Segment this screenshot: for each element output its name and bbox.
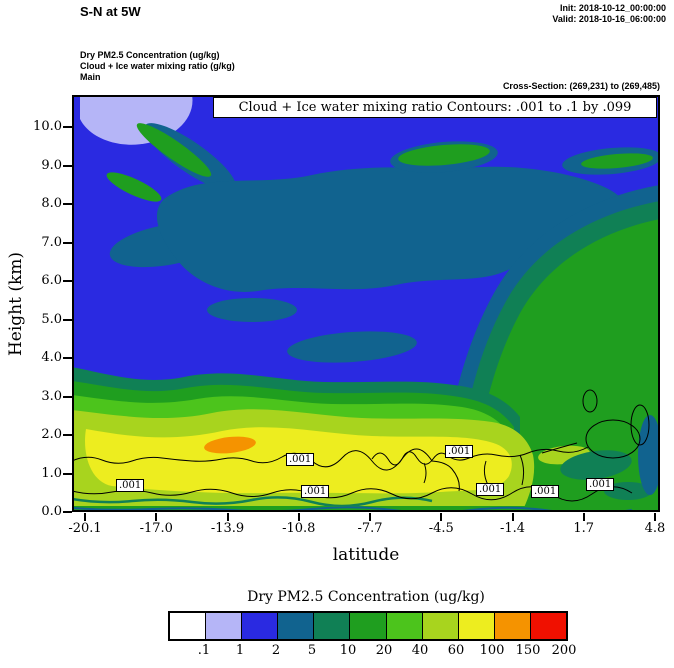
y-axis-title: Height (km) — [6, 251, 26, 357]
y-tick-label: 3.0 — [41, 388, 62, 404]
fill-region-green-surface-strip — [72, 506, 660, 512]
x-tick-mark — [84, 513, 86, 521]
x-tick-label: -7.7 — [357, 521, 383, 536]
x-tick-mark — [511, 513, 514, 521]
contour-loop-right-tall — [630, 404, 650, 446]
pm25-fill-regions — [72, 95, 660, 512]
x-tick-mark — [582, 513, 585, 521]
fill-region-teal-column-rightedge — [638, 415, 660, 495]
y-tick-label: 4.0 — [41, 350, 62, 365]
y-tick-label: 8.0 — [41, 196, 62, 211]
colorbar-swatch — [457, 613, 494, 639]
colorbar-level-label: 5 — [307, 643, 317, 658]
x-tick-mark — [155, 513, 158, 521]
valid-time: Valid: 2018-10-16_06:00:00 — [552, 14, 666, 24]
x-tick-mark — [440, 513, 443, 521]
x-tick-label: -13.9 — [210, 521, 245, 536]
contour-loop-right-large — [585, 419, 641, 459]
y-tick-label: 5.0 — [41, 311, 62, 327]
contour-squiggles — [423, 454, 525, 486]
colorbar-swatch — [493, 613, 530, 639]
y-tick-mark — [63, 280, 72, 282]
page-title: S-N at 5W — [80, 4, 141, 19]
fill-region-teal-blob-central — [156, 166, 625, 292]
legend-line-fill: Dry PM2.5 Concentration (ug/kg) — [80, 50, 220, 60]
colorbar-level-label: 10 — [339, 643, 357, 658]
y-tick-mark — [63, 395, 72, 398]
fill-region-orange-maximum — [204, 436, 256, 454]
colorbar-swatch — [241, 613, 278, 639]
fill-region-green-streak-topleft — [136, 123, 212, 177]
y-tick-mark — [63, 126, 72, 128]
x-tick-label: 4.8 — [644, 521, 666, 536]
colorbar — [168, 611, 568, 641]
colorbar-swatch — [205, 613, 242, 639]
fill-region-green-patch-topmid — [398, 144, 490, 166]
fill-region-teal-streak-surface — [72, 496, 433, 508]
fill-region-teal-blob-mid — [287, 331, 417, 363]
x-tick-label: -10.8 — [282, 521, 316, 536]
y-tick-label: 9.0 — [41, 157, 62, 173]
cross-section-plot: .001.001.001.001.001.001.001 Cloud + Ice… — [72, 95, 660, 512]
colorbar-swatch — [313, 613, 350, 639]
y-tick-mark — [63, 357, 72, 359]
legend-line-domain: Main — [80, 72, 101, 82]
colorbar-swatch — [385, 613, 422, 639]
x-axis-title: latitude — [332, 545, 400, 565]
colorbar-swatch — [170, 613, 206, 639]
y-tick-label: 7.0 — [41, 234, 62, 250]
colorbar-title: Dry PM2.5 Concentration (ug/kg) — [247, 589, 485, 605]
colorbar-swatch — [421, 613, 458, 639]
x-tick-label: -17.0 — [139, 521, 173, 536]
x-tick-label: 1.7 — [573, 521, 595, 536]
y-tick-mark — [63, 472, 72, 475]
filled-contour-field — [72, 95, 660, 512]
init-time: Init: 2018-10-12_00:00:00 — [559, 3, 666, 13]
colorbar-level-label: 150 — [515, 643, 541, 658]
y-tick-mark — [63, 318, 72, 321]
x-tick-label: -4.5 — [428, 521, 454, 536]
y-tick-mark — [63, 434, 72, 436]
colorbar-swatch — [349, 613, 386, 639]
y-tick-mark — [63, 511, 72, 513]
x-tick-mark — [297, 513, 300, 521]
legend-line-contour: Cloud + Ice water mixing ratio (g/kg) — [80, 61, 235, 71]
colorbar-level-label: 40 — [411, 643, 429, 658]
fill-region-teal-lobe-left — [207, 298, 297, 322]
y-tick-mark — [63, 241, 72, 244]
x-tick-label: -1.4 — [499, 521, 526, 536]
run-times: Init: 2018-10-12_00:00:00 Valid: 2018-10… — [380, 3, 666, 25]
y-tick-mark — [63, 203, 72, 205]
colorbar-swatch — [529, 613, 567, 639]
cross-section-coords: Cross-Section: (269,231) to (269,485) — [502, 81, 660, 91]
field-legend: Dry PM2.5 Concentration (ug/kg) Cloud + … — [80, 50, 235, 83]
y-tick-label: 2.0 — [41, 427, 62, 442]
contour-connector — [541, 442, 578, 454]
y-tick-label: 1.0 — [41, 465, 62, 481]
contour-loop-right-small — [582, 389, 598, 413]
colorbar-level-label: 20 — [375, 643, 393, 658]
colorbar-swatch — [277, 613, 314, 639]
fill-region-yellow-band — [85, 427, 512, 494]
y-tick-label: 6.0 — [41, 273, 62, 288]
colorbar-level-label: 2 — [271, 643, 281, 658]
fill-region-green-streak-topright — [581, 153, 653, 169]
y-tick-label: 10.0 — [33, 119, 62, 134]
colorbar-level-label: 60 — [447, 643, 465, 658]
x-tick-mark — [654, 513, 656, 521]
fill-region-green-streak-left — [106, 172, 162, 202]
contour-info-banner: Cloud + Ice water mixing ratio Contours:… — [213, 97, 657, 118]
colorbar-level-label: 1 — [235, 643, 245, 658]
x-tick-mark — [226, 513, 229, 521]
contour-line-1km — [72, 448, 460, 492]
colorbar-level-label: 100 — [479, 643, 505, 658]
x-tick-mark — [369, 513, 371, 521]
colorbar-level-label: .1 — [197, 643, 211, 658]
x-tick-label: -20.1 — [68, 521, 102, 536]
y-tick-label: 0.0 — [41, 504, 62, 519]
y-tick-mark — [63, 164, 72, 167]
colorbar-level-label: 200 — [551, 643, 577, 658]
